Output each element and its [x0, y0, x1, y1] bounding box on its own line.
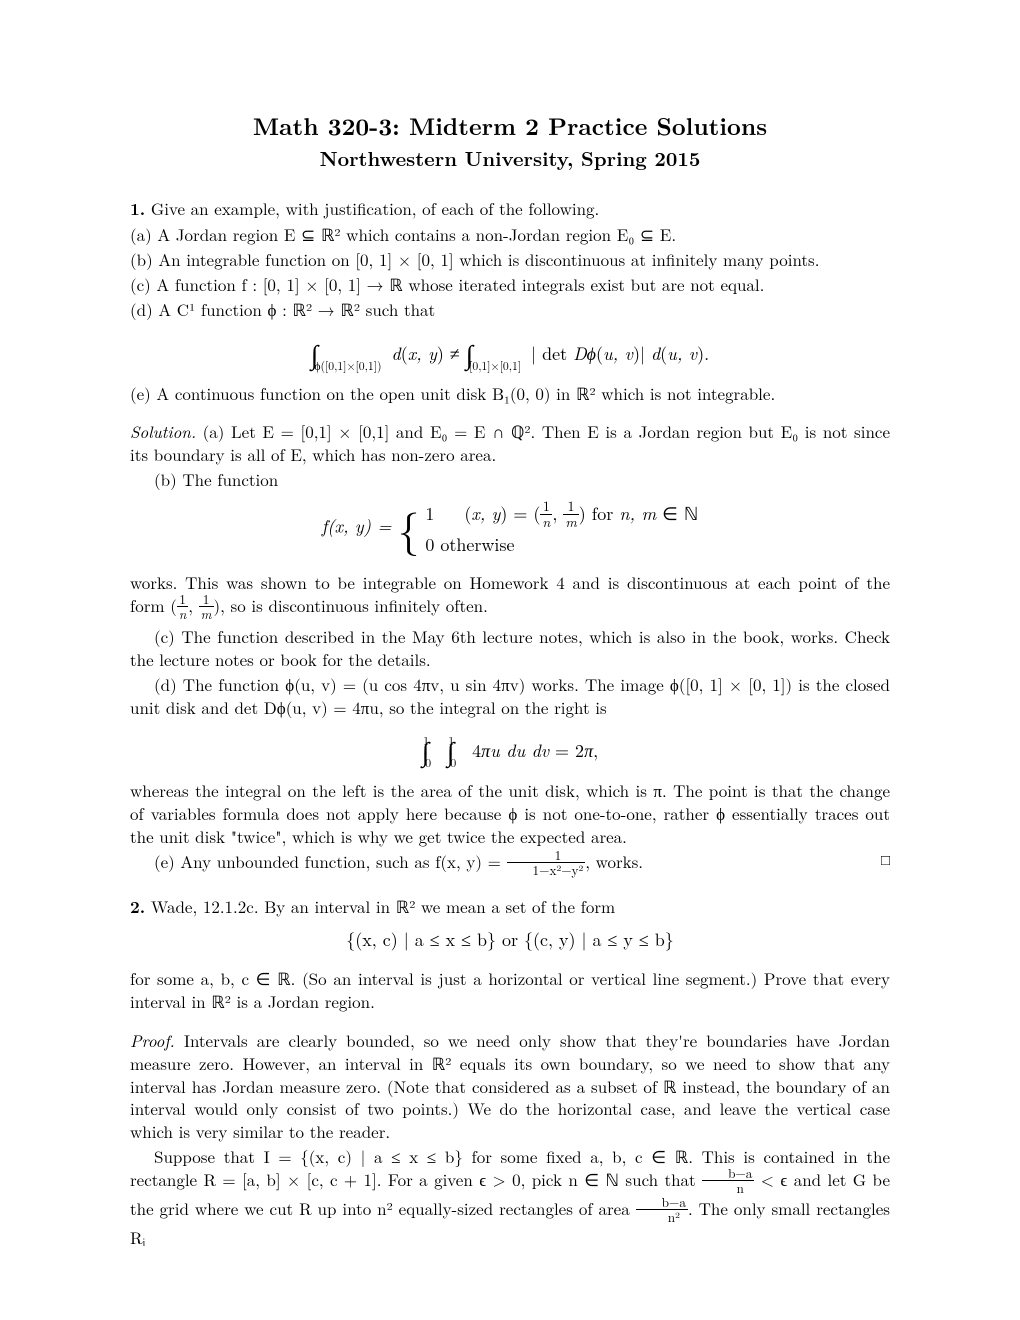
- problem-1: 1. Give an example, with justification, …: [130, 197, 890, 221]
- page-subtitle: Northwestern University, Spring 2015: [130, 144, 890, 171]
- integral-lower-limit: [0,1]×[0,1]: [469, 358, 521, 374]
- fraction: 11−x²−y²: [507, 848, 586, 877]
- problem-1-lead: Give an example, with justification, of …: [151, 196, 599, 220]
- case-1: 1 (x, y) = (1n, 1m) for n, m ∈ ℕ: [425, 501, 698, 531]
- page-title: Math 320-3: Midterm 2 Practice Solutions: [130, 110, 890, 142]
- solution-1-b-tail: works. This was shown to be integrable o…: [130, 571, 890, 623]
- brace-icon: {: [398, 510, 420, 545]
- solution-1-d-tail: whereas the integral on the left is the …: [130, 779, 890, 848]
- proof-2-para1: Intervals are clearly bounded, so we nee…: [130, 1028, 890, 1144]
- qed-icon: □: [857, 850, 890, 870]
- solution-1-b-display: f(x, y) = { 1 (x, y) = (1n, 1m) for n, m…: [130, 501, 890, 557]
- upper-limit: 1: [448, 733, 454, 749]
- proof-2: Proof. Intervals are clearly bounded, so…: [130, 1029, 890, 1144]
- solution-label: Solution.: [130, 419, 196, 443]
- solution-1-a: (a) Let E = [0,1] × [0,1] and E₀ = E ∩ ℚ…: [130, 419, 890, 466]
- problem-1-part-e: (e) A continuous function on the open un…: [130, 382, 890, 405]
- piecewise-cases: 1 (x, y) = (1n, 1m) for n, m ∈ ℕ 0 other…: [425, 501, 698, 557]
- problem-1-part-d: (d) A C¹ function ϕ : ℝ² → ℝ² such that: [130, 298, 890, 321]
- page: Math 320-3: Midterm 2 Practice Solutions…: [0, 0, 1020, 1320]
- problem-1-part-c: (c) A function f : [0, 1] × [0, 1] → ℝ w…: [130, 273, 890, 296]
- solution-1-e-lead: (e) Any unbounded function, such as f(x,…: [154, 849, 507, 873]
- integral-lower-limit: ϕ([0,1]×[0,1]): [314, 358, 381, 374]
- problem-1-part-b: (b) An integrable function on [0, 1] × […: [130, 248, 890, 271]
- upper-limit: 1: [423, 733, 429, 749]
- function-lhs: f(x, y) =: [322, 514, 398, 539]
- solution-1-c: (c) The function described in the May 6t…: [130, 625, 890, 671]
- lower-limit: 0: [425, 755, 431, 771]
- solution-1-d-display: ∫01 ∫01 4πu du dv = 2π,: [130, 728, 890, 764]
- fraction: b−an²: [636, 1195, 688, 1224]
- problem-2-lead: Wade, 12.1.2c. By an interval in ℝ² we m…: [151, 894, 615, 918]
- solution-1-b-lead: (b) The function: [130, 468, 890, 491]
- proof-2-para2: Suppose that I = {(x, c) | a ≤ x ≤ b} fo…: [130, 1145, 890, 1249]
- case-2: 0 otherwise: [425, 532, 698, 557]
- problem-1-d-display: ∫ϕ([0,1]×[0,1]) d(x, y) ≠ ∫[0,1]×[0,1] |…: [130, 331, 890, 367]
- fraction: b−an: [702, 1166, 754, 1195]
- solution-1-e: (e) Any unbounded function, such as f(x,…: [130, 850, 890, 879]
- solution-1: Solution. (a) Let E = [0,1] × [0,1] and …: [130, 420, 890, 466]
- problem-2-tail: for some a, b, c ∈ ℝ. (So an interval is…: [130, 967, 890, 1013]
- problem-1-number: 1.: [130, 197, 145, 221]
- problem-2-number: 2.: [130, 895, 145, 919]
- solution-1-d-lead: (d) The function ϕ(u, v) = (u cos 4πv, u…: [130, 673, 890, 719]
- lower-limit: 0: [450, 755, 456, 771]
- proof-label: Proof.: [130, 1028, 175, 1052]
- problem-1-part-a: (a) A Jordan region E ⊆ ℝ² which contain…: [130, 223, 890, 246]
- problem-2: 2. Wade, 12.1.2c. By an interval in ℝ² w…: [130, 895, 890, 919]
- solution-1-e-tail: , works.: [585, 849, 643, 873]
- problem-2-display: {(x, c) | a ≤ x ≤ b} or {(c, y) | a ≤ y …: [130, 928, 890, 952]
